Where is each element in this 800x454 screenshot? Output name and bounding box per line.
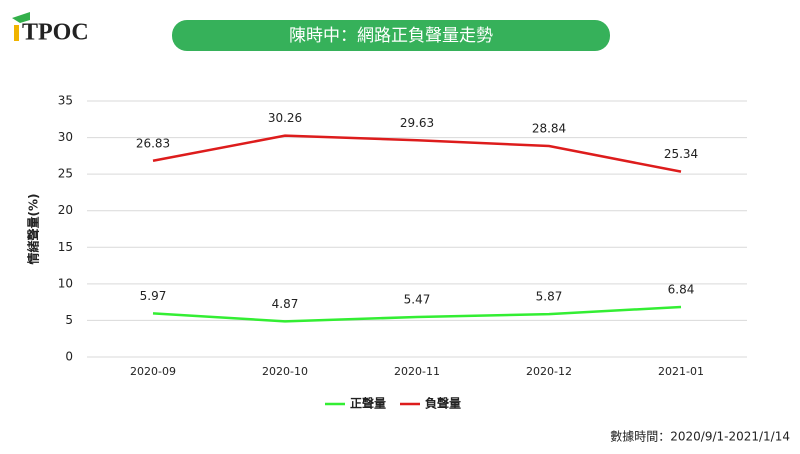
data-label: 29.63 [400,116,434,130]
chart-title: 陳時中：網路正負聲量走勢 [289,26,493,46]
x-tick-label: 2021-01 [658,365,704,378]
logo-icon [12,12,30,23]
y-tick-label: 5 [65,313,73,327]
data-label: 5.87 [536,290,563,304]
data-label: 5.97 [140,289,167,303]
y-tick-label: 35 [58,94,73,108]
source: 數據時間：2020/9/1-2021/1/14 [610,430,790,444]
legend-label: 負聲量 [425,396,461,411]
logo-icon [14,25,19,41]
data-line [152,305,682,323]
legend-label: 正聲量 [350,396,386,411]
y-tick-label: 10 [58,276,73,290]
data-label: 6.84 [668,282,695,296]
data-label: 4.87 [272,297,299,311]
x-tick-label: 2020-10 [262,365,308,378]
data-label: 28.84 [532,122,566,136]
logo-text: TPOC [22,20,89,46]
y-tick-label: 20 [58,203,73,217]
x-tick-label: 2020-09 [130,365,176,378]
y-tick-label: 0 [65,350,73,364]
data-label: 26.83 [136,136,170,150]
data-line [152,134,682,173]
data-label: 30.26 [268,111,302,125]
x-tick-label: 2020-11 [394,365,440,378]
y-tick-label: 25 [58,167,73,181]
data-label: 25.34 [664,147,698,161]
y-tick-label: 30 [58,130,73,144]
data-label: 5.47 [404,292,431,306]
x-tick-label: 2020-12 [526,365,572,378]
y-axis-label: 情緒聲量(%) [26,194,41,265]
title-banner [172,20,610,51]
logo: TPOC [12,12,89,46]
y-tick-label: 15 [58,240,73,254]
